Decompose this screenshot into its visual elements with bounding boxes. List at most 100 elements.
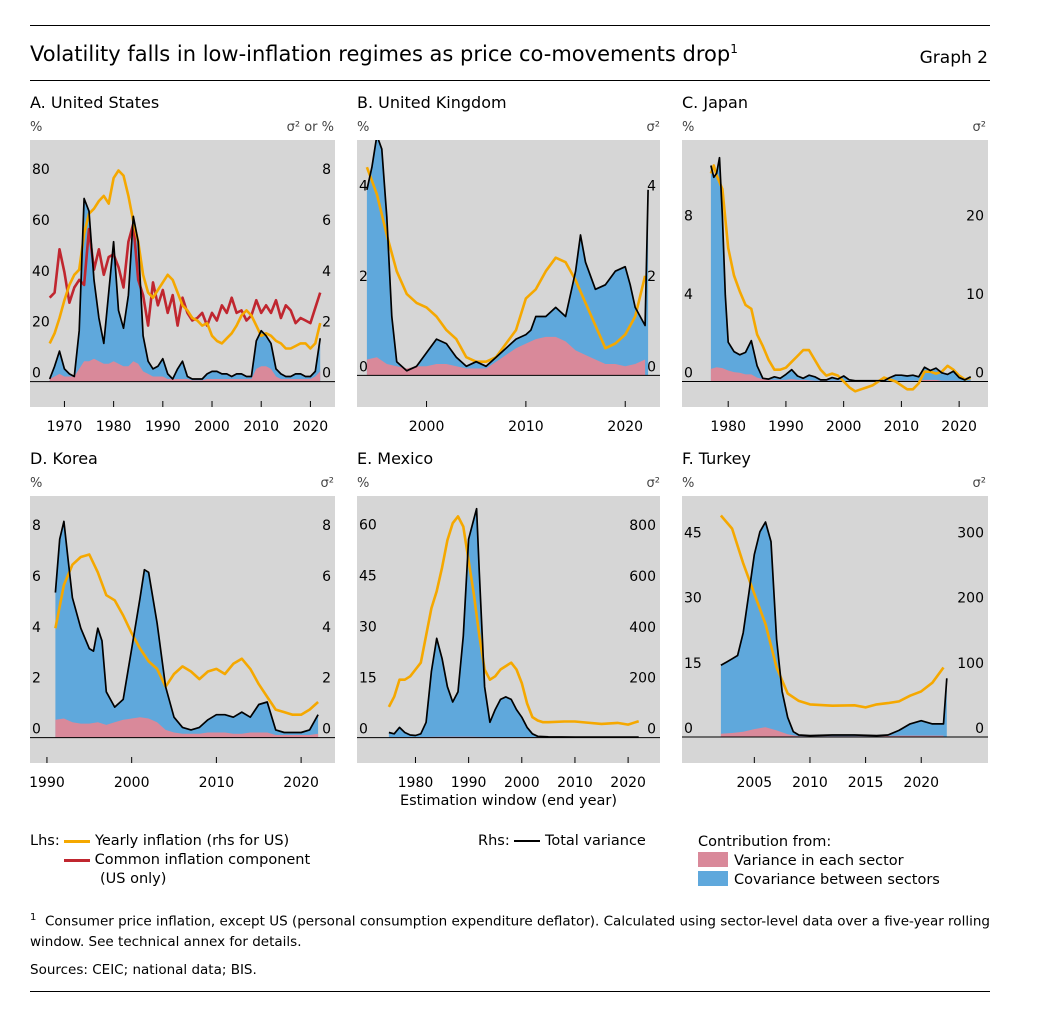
panel-e-rhs-tick-label: 600	[629, 569, 656, 585]
panel-f-inflation-line	[719, 514, 945, 709]
panel-e-lhs-tick-label: 45	[359, 568, 377, 584]
legend-contribution-title: Contribution from:	[698, 834, 832, 850]
panel-e-x-tick-label: 2020	[610, 775, 646, 791]
inflation-swatch	[64, 839, 91, 843]
panel-d-x-tick-label: 2020	[283, 775, 319, 791]
panel-e-total-variance-line	[388, 507, 639, 738]
panel-f-x-tick-label: 2015	[848, 775, 884, 791]
panel-c-x-tick-label: 2010	[884, 419, 920, 435]
panel-e-rhs-tick-label: 200	[629, 671, 656, 687]
panel-a-total-variance-line	[48, 197, 322, 380]
common-swatch	[64, 858, 90, 862]
panel-c-rhs-tick-label: 20	[966, 208, 984, 224]
legend-common-label: Common inflation component	[94, 852, 311, 868]
panel-f-rhs-tick-label: 0	[975, 721, 984, 737]
panel-c-lhs-tick-label: 8	[684, 208, 693, 224]
panel-b-x-tick-label: 2020	[607, 419, 643, 435]
panel-a-inflation-line	[48, 169, 322, 350]
legend-covariance-sectors: Covariance between sectors	[698, 871, 940, 890]
panel-c-total-variance-line	[710, 156, 972, 382]
panel-d-lhs-tick-label: 4	[32, 620, 41, 636]
panel-b-rhs-tick-label: 0	[647, 359, 656, 375]
panel-f-rhs-tick-label: 200	[957, 591, 984, 607]
panel-d-x-tick-label: 2010	[199, 775, 235, 791]
panel-e-rhs-tick-label: 0	[647, 722, 656, 738]
panel-a-lhs-tick-label: 20	[32, 315, 50, 331]
panel-d-inflation-line	[54, 553, 319, 716]
panel-a-lhs-unit: %	[30, 120, 43, 135]
panel-c-lhs-unit: %	[682, 120, 695, 135]
panel-a-lhs-tick-label: 60	[32, 213, 50, 229]
panel-d-x-tick-label: 2000	[114, 775, 150, 791]
panel-f-x-tick-label: 2005	[737, 775, 773, 791]
panel-d-lhs-tick-label: 8	[32, 518, 41, 534]
panel-a-x-tick-label: 2020	[293, 419, 329, 435]
footnote: 1 Consumer price inflation, except US (p…	[30, 908, 1000, 952]
panel-c-x-tick-label: 1990	[768, 419, 804, 435]
panel-b-lhs-tick-label: 0	[359, 359, 368, 375]
panel-e-rhs-tick-label: 400	[629, 620, 656, 636]
panel-a-covariance-area	[49, 198, 321, 382]
panel-a-variance-area	[49, 358, 321, 382]
panel-b-variance-area	[366, 336, 646, 376]
panel-f-lhs-tick-label: 30	[684, 591, 702, 607]
legend-common-note: (US only)	[100, 871, 167, 887]
panel-a-chart: 1970 1980 1990 2000 2010 2020 0 20 40 60 80 0 2 4 6 8	[30, 140, 335, 435]
panel-d-rhs-tick-label: 4	[322, 620, 331, 636]
panel-d-lhs-tick-label: 0	[32, 722, 41, 738]
panel-e-x-tick-label: 1980	[398, 775, 434, 791]
panel-b-inflation-line	[365, 166, 647, 363]
panel-f-x-tick-label: 2010	[792, 775, 828, 791]
legend-total-variance-label: Total variance	[544, 833, 646, 849]
panel-a-x-tick-label: 2000	[194, 419, 230, 435]
panel-f-lhs-tick-label: 45	[684, 526, 702, 542]
panel-d-variance-area	[55, 717, 319, 738]
panel-e-rhs-tick-label: 800	[629, 518, 656, 534]
panel-e-lhs-tick-label: 15	[359, 670, 377, 686]
legend-rhs: Rhs: Total variance	[478, 832, 646, 851]
footnote-text: Consumer price inflation, except US (per…	[30, 913, 990, 950]
panel-a-x-tick-label: 2010	[243, 419, 279, 435]
panel-e-title: E. Mexico	[357, 449, 434, 468]
panel-d-rhs-tick-label: 0	[322, 722, 331, 738]
legend-yearly-inflation: Lhs: Yearly inflation (rhs for US)	[30, 832, 310, 851]
panel-c-inflation-line	[709, 164, 972, 393]
panel-a-rhs-tick-label: 4	[322, 264, 331, 280]
panel-f-lhs-unit: %	[682, 476, 695, 491]
panel-f-lhs-tick-label: 0	[684, 721, 693, 737]
top-rule	[30, 25, 990, 26]
legend-covariance-label: Covariance between sectors	[734, 872, 940, 888]
covariance-swatch	[698, 871, 728, 886]
panel-d-lhs-tick-label: 6	[32, 569, 41, 585]
panel-f-rhs-tick-label: 100	[957, 656, 984, 672]
legend-variance-sector: Variance in each sector	[698, 852, 940, 871]
panel-f-title: F. Turkey	[682, 449, 751, 468]
panel-d-lhs-tick-label: 2	[32, 671, 41, 687]
panel-e-chart: 1980 1990 2000 2010 202001530456002004006008…	[357, 496, 660, 791]
panel-c-rhs-tick-label: 0	[975, 365, 984, 381]
panel-b-lhs-tick-label: 2	[359, 269, 368, 285]
panel-c-title: C. Japan	[682, 93, 748, 112]
panel-e-lhs-unit: %	[357, 476, 370, 491]
panel-e-rhs-unit: σ²	[646, 476, 660, 491]
panel-f-rhs-unit: σ²	[972, 476, 986, 491]
total-variance-swatch	[514, 840, 541, 842]
panel-a-x-tick-label: 1970	[47, 419, 83, 435]
panel-d-covariance-area	[55, 521, 319, 738]
panel-f-rhs-tick-label: 300	[957, 526, 984, 542]
panel-a-rhs-tick-label: 0	[322, 366, 331, 382]
panel-c-lhs-tick-label: 4	[684, 287, 693, 303]
panel-b-total-variance-line	[366, 140, 649, 372]
panel-f-x-tick-label: 2020	[903, 775, 939, 791]
legend-contribution: Contribution from: Variance in each sect…	[698, 833, 940, 890]
x-axis-label: Estimation window (end year)	[399, 793, 618, 809]
panel-f-chart: 2005 2010 2015 2020 0 15 30 45 0 100 200 300	[682, 496, 988, 791]
panel-c-variance-area	[710, 367, 971, 382]
panel-a-x-tick-label: 1980	[96, 419, 132, 435]
panel-c-x-tick-label: 2000	[826, 419, 862, 435]
panel-b-title: B. United Kingdom	[357, 93, 507, 112]
panel-e-inflation-line	[387, 515, 640, 726]
panel-d-rhs-tick-label: 2	[322, 671, 331, 687]
chart-title: Volatility falls in low-inflation regime…	[30, 42, 738, 66]
panel-e-lhs-tick-label: 60	[359, 517, 377, 533]
